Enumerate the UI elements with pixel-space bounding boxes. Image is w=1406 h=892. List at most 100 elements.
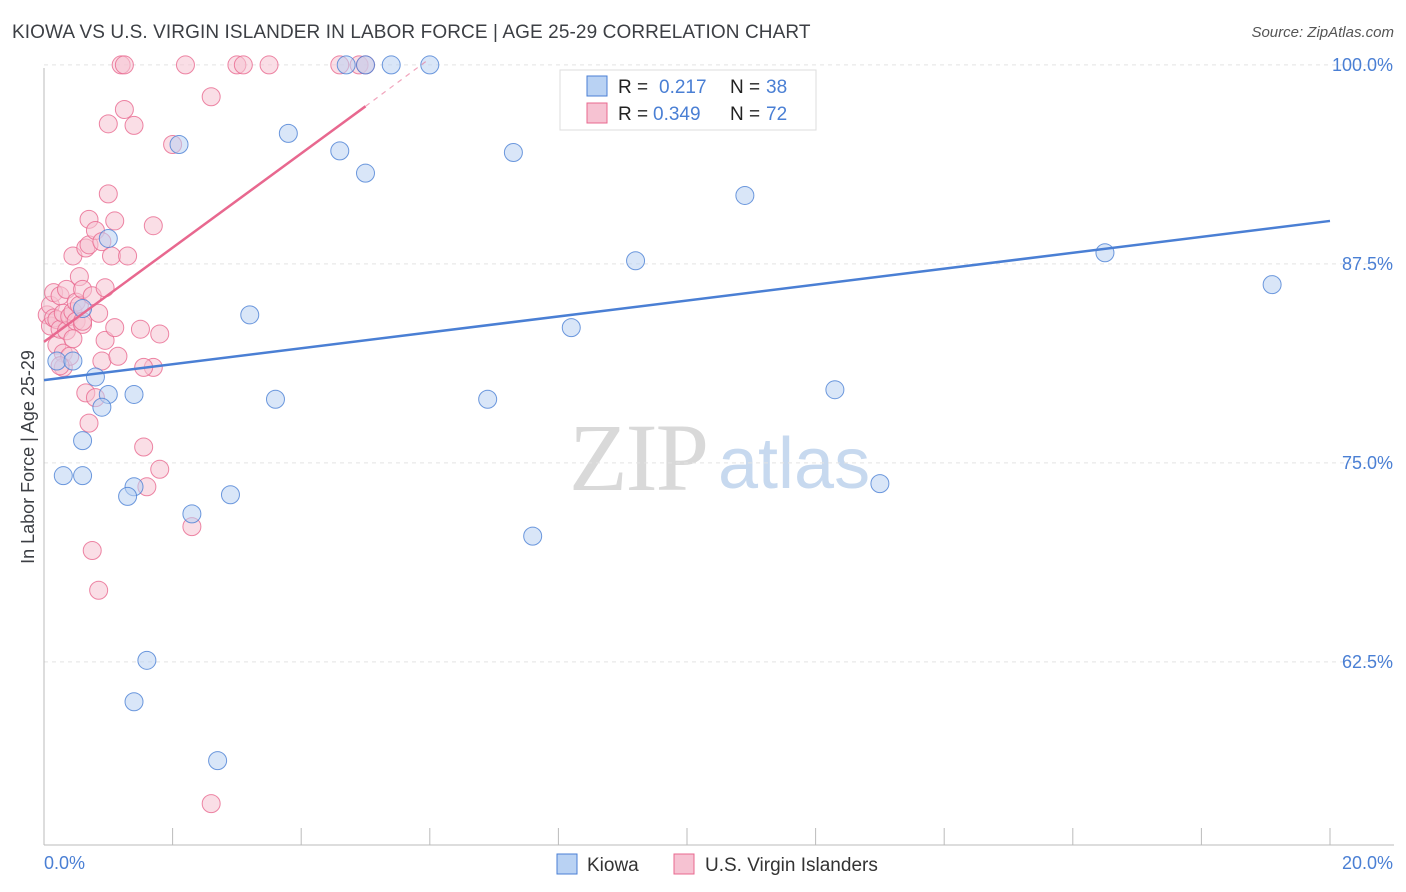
kiowa-point [1262,275,1282,295]
kiowa-point [381,55,401,75]
x-axis-ticks [172,828,1331,845]
virgin-islanders-trend-extension [365,58,431,107]
kiowa-point [137,650,157,670]
series-kiowa-points [47,55,1282,771]
virgin-islanders-point [102,246,122,266]
kiowa-point [356,163,375,183]
x-axis-tick-labels: 0.0% 20.0% [44,853,1393,873]
kiowa-point [825,380,845,400]
virgin-islanders-point [92,351,112,371]
legend-n-label-kiowa: N = [730,77,760,98]
y-tick-label: 75.0% [1342,453,1393,473]
series-legend: Kiowa U.S. Virgin Islanders [556,853,878,876]
kiowa-point [735,185,755,205]
legend-n-label-virgin-islanders: N = [730,104,760,125]
kiowa-point [169,135,189,155]
kiowa-point [356,55,375,75]
virgin-islanders-point [201,794,221,814]
kiowa-point [92,397,112,417]
virgin-islanders-trend-line [43,105,367,343]
kiowa-point [240,305,260,325]
virgin-islanders-point [130,319,150,339]
legend-n-value-kiowa: 38 [766,77,787,98]
x-tick-label-min: 0.0% [44,853,85,873]
virgin-islanders-point [134,437,154,457]
virgin-islanders-point [175,55,195,75]
kiowa-point [278,123,298,143]
legend-r-value-kiowa: 0.217 [659,77,707,98]
virgin-islanders-point [118,246,138,266]
kiowa-point [73,431,93,451]
bottom-legend-swatch-kiowa [556,853,578,875]
kiowa-point [561,318,581,338]
kiowa-point [523,526,543,546]
kiowa-point [124,384,144,404]
virgin-islanders-point [95,278,115,298]
kiowa-point [208,751,228,771]
virgin-islanders-point [114,55,134,75]
virgin-islanders-point [79,413,99,433]
bottom-legend-swatch-virgin-islanders [673,853,695,875]
watermark-zip: ZIP [569,404,707,511]
virgin-islanders-point [150,324,170,344]
kiowa-point [330,141,350,161]
kiowa-point [626,251,646,271]
x-tick-label-max: 20.0% [1342,853,1393,873]
kiowa-point [63,351,83,371]
virgin-islanders-point [201,87,221,107]
virgin-islanders-point [98,114,118,134]
y-axis-label: In Labor Force | Age 25-29 [18,350,38,564]
kiowa-point [118,486,138,506]
watermark: ZIP atlas [569,404,870,511]
virgin-islanders-point [63,329,83,349]
bottom-legend-label-virgin-islanders: U.S. Virgin Islanders [705,855,878,876]
y-axis-tick-labels: 62.5% 75.0% 87.5% 100.0% [1332,55,1393,672]
kiowa-point [1095,243,1115,263]
kiowa-point [420,55,440,75]
kiowa-point [73,466,93,486]
legend-r-label-virgin-islanders: R = [618,104,648,125]
legend-n-value-virgin-islanders: 72 [766,104,787,125]
kiowa-trend-line [43,219,1331,382]
virgin-islanders-point [95,330,115,350]
virgin-islanders-point [150,459,170,479]
kiowa-point [47,351,67,371]
legend-r-value-virgin-islanders: 0.349 [653,104,701,125]
virgin-islanders-point [233,55,253,75]
virgin-islanders-point [108,346,128,366]
kiowa-point [336,55,356,75]
kiowa-point [220,485,240,505]
virgin-islanders-point [105,318,125,338]
chart-title: KIOWA VS U.S. VIRGIN ISLANDER IN LABOR F… [12,22,811,43]
gridlines [44,64,1394,663]
y-tick-label: 62.5% [1342,652,1393,672]
kiowa-point [478,389,498,409]
kiowa-point [124,692,144,712]
kiowa-point [182,504,202,524]
virgin-islanders-point [82,540,102,560]
virgin-islanders-point [114,99,134,119]
kiowa-point [870,474,890,494]
kiowa-point [503,142,523,162]
virgin-islanders-point [98,184,118,204]
source-label: Source: ZipAtlas.com [1251,24,1394,41]
kiowa-point [98,228,118,248]
kiowa-point [265,389,285,409]
legend-swatch-virgin-islanders [586,102,608,124]
virgin-islanders-point [105,211,125,231]
legend-r-label-kiowa: R = [618,77,648,98]
trend-lines [43,58,1331,382]
y-tick-label: 87.5% [1342,254,1393,274]
y-tick-label: 100.0% [1332,55,1393,75]
watermark-atlas: atlas [718,424,870,504]
virgin-islanders-point [124,115,144,135]
axes [43,68,1394,846]
kiowa-point [85,367,105,387]
bottom-legend-label-kiowa: Kiowa [587,855,639,876]
kiowa-point [53,466,73,486]
virgin-islanders-point [89,580,109,600]
virgin-islanders-point [259,55,279,75]
correlation-legend: R = 0.217 N = 38 R = 0.349 N = 72 [559,69,817,131]
legend-swatch-kiowa [586,75,608,97]
